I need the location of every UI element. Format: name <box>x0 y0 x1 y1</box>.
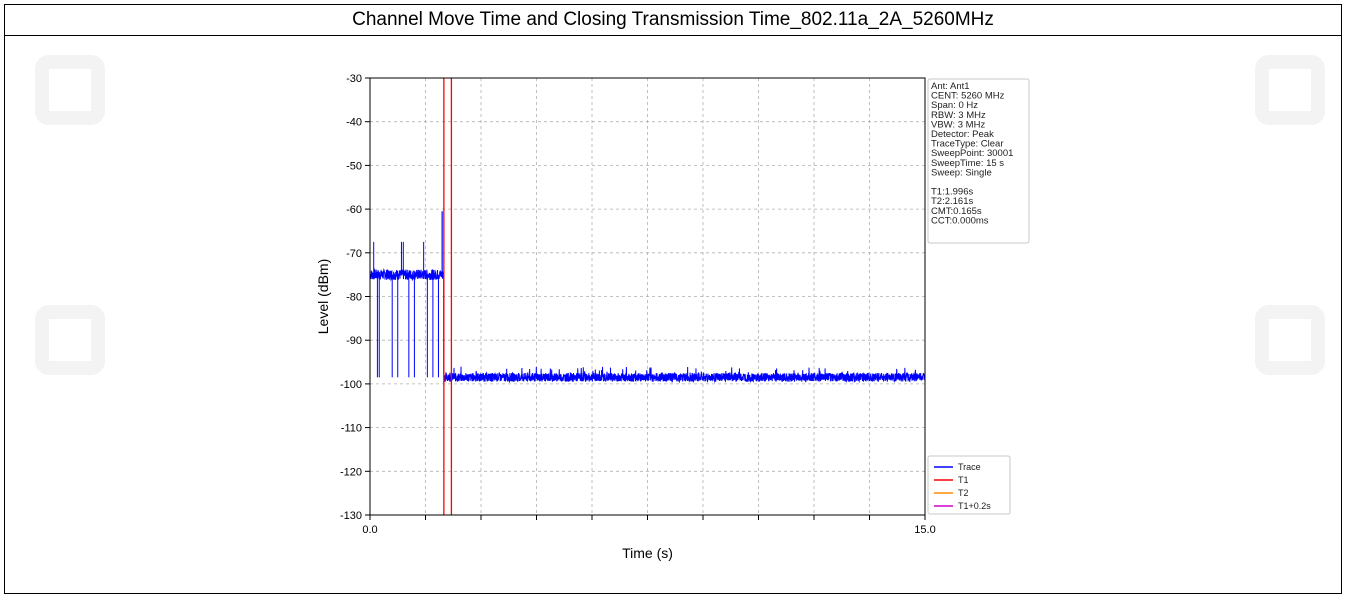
info-line: SweepPoint: 30001 <box>931 148 1013 159</box>
info-box <box>927 78 1030 244</box>
info-line: Sweep: Single <box>931 167 992 178</box>
watermark-logo <box>1255 55 1325 125</box>
info-line: CCT:0.000ms <box>931 215 989 226</box>
legend-label: T2 <box>958 488 969 498</box>
y-tick-label: -100 <box>340 379 362 391</box>
watermark-logo <box>35 305 105 375</box>
y-tick-label: -110 <box>341 423 362 435</box>
info-line: CMT:0.165s <box>931 206 982 217</box>
x-tick-label: 0.0 <box>362 524 377 536</box>
y-tick-label: -130 <box>340 510 362 522</box>
watermark-logo <box>1255 305 1325 375</box>
report-frame: Channel Move Time and Closing Transmissi… <box>4 4 1342 594</box>
y-tick-label: -120 <box>340 466 362 478</box>
info-line: RBW: 3 MHz <box>931 110 986 121</box>
x-tick-label: 15.0 <box>914 524 935 536</box>
x-axis-label: Time (s) <box>622 545 673 561</box>
info-line: CENT: 5260 MHz <box>931 91 1005 102</box>
legend-box <box>927 455 1011 515</box>
y-tick-label: -40 <box>346 117 362 129</box>
watermark-logo <box>35 55 105 125</box>
y-tick-label: -90 <box>346 335 362 347</box>
page-title: Channel Move Time and Closing Transmissi… <box>5 5 1341 36</box>
legend-label: Trace <box>958 462 981 472</box>
y-tick-label: -60 <box>346 204 362 216</box>
legend-label: T1 <box>958 475 969 485</box>
y-tick-label: -30 <box>346 73 362 85</box>
legend-label: T1+0.2s <box>958 501 991 511</box>
info-line: Ant: Ant1 <box>931 81 970 92</box>
chart: -30 -40 -50 -60 -70 -80 -90 -100 -110 -120 -1300.0… <box>315 73 1030 561</box>
info-line: Detector: Peak <box>931 129 994 140</box>
y-tick-label: -50 <box>346 160 362 172</box>
trace-line <box>369 267 926 384</box>
info-line: Span: 0 Hz <box>931 100 978 111</box>
y-tick-label: -80 <box>346 292 362 304</box>
info-line: VBW: 3 MHz <box>931 119 985 130</box>
info-line: TraceType: Clear <box>931 139 1004 150</box>
info-line: T2:2.161s <box>931 196 973 207</box>
y-tick-label: -70 <box>346 248 362 260</box>
info-line: SweepTime: 15 s <box>931 158 1004 169</box>
y-axis-label: Level (dBm) <box>315 259 331 334</box>
info-line: T1:1.996s <box>931 187 973 198</box>
